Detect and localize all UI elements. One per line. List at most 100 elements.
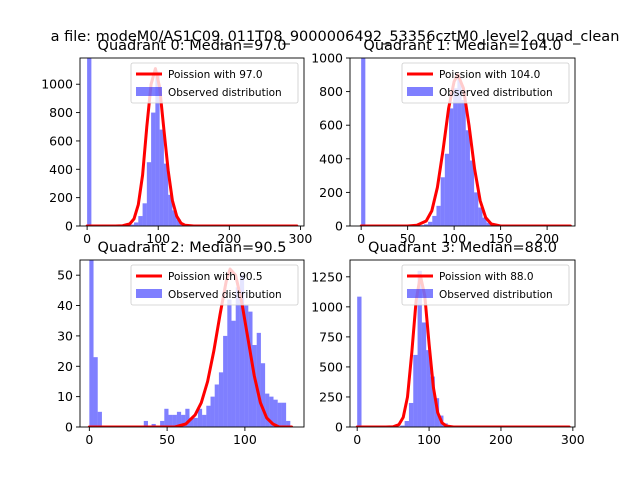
histogram-bar — [286, 420, 291, 427]
histogram-bar — [97, 411, 102, 427]
y-tick-label: 500 — [319, 359, 343, 374]
axes-frame — [79, 57, 305, 227]
x-tick-label: 200 — [535, 231, 559, 246]
histogram-bar — [218, 372, 224, 427]
y-tick-label: 1000 — [41, 77, 73, 92]
histogram-bar — [423, 224, 429, 226]
histogram-bar — [143, 420, 148, 427]
quadrant-0-panel: 0 100 200 300 0 200 400 600 800 1000 Quadrant 0: M… — [41, 38, 312, 246]
x-tick-label: 0 — [357, 231, 365, 246]
histogram-bar — [189, 417, 194, 427]
y-tick-label: 250 — [319, 389, 343, 404]
histogram-bar — [281, 402, 287, 427]
legend-hist-swatch — [136, 87, 162, 96]
histogram-bar — [146, 162, 152, 226]
legend-hist-swatch — [136, 289, 162, 298]
y-tick-label: 800 — [319, 84, 343, 99]
x-tick-label: 100 — [442, 231, 466, 246]
axes-frame — [79, 259, 305, 428]
histogram-bar — [134, 222, 139, 226]
histogram-bar — [269, 396, 274, 427]
histogram-bar — [223, 335, 228, 427]
histogram-bar — [465, 130, 470, 226]
y-tick-label: 400 — [49, 162, 73, 177]
histogram-bar — [172, 210, 177, 226]
legend-hist-label: Observed distribution — [168, 87, 282, 99]
histogram-bar — [172, 414, 177, 427]
histogram-bar — [160, 420, 165, 427]
y-tick-label: 600 — [319, 118, 343, 133]
histogram-bar — [138, 216, 143, 226]
y-tick-label: 20 — [57, 359, 73, 374]
histogram-bar — [404, 420, 409, 427]
legend-hist-swatch — [407, 87, 433, 96]
panel-title: Quadrant 0: Median=97.0 — [98, 38, 287, 54]
histogram-bar — [478, 207, 483, 226]
histogram-bar — [474, 192, 479, 226]
x-tick-label: 150 — [489, 231, 513, 246]
legend-box — [130, 62, 299, 104]
y-tick-label: 400 — [319, 151, 343, 166]
y-tick-label: 0 — [65, 420, 73, 435]
histogram-bar — [181, 414, 186, 427]
histogram-bar — [227, 299, 232, 427]
histogram-bar — [449, 108, 454, 226]
panel-title: Quadrant 1: Median=104.0 — [363, 38, 561, 54]
legend-hist-label: Observed distribution — [168, 289, 282, 301]
legend-hist-swatch — [407, 289, 433, 298]
x-tick-label: 300 — [561, 432, 585, 447]
histogram-bar — [444, 153, 450, 226]
histogram-bar — [277, 402, 282, 427]
histogram-bar — [421, 322, 427, 427]
histogram-bar — [440, 177, 445, 226]
y-tick-label: 1250 — [311, 269, 343, 284]
legend-poisson-label: Poission with 90.5 — [168, 271, 263, 283]
y-tick-label: 1000 — [311, 51, 343, 66]
histogram-bar — [151, 423, 156, 427]
quadrant-3-panel: 0 100 200 300 0 250 500 750 1000 1250 Quadrant 3: … — [311, 240, 585, 447]
legend-hist-label: Observed distribution — [439, 87, 553, 99]
x-tick-label: 0 — [85, 432, 93, 447]
figure-suptitle: a file: modeM0/AS1C09_011T08_9000006492_… — [51, 29, 620, 45]
y-tick-label: 200 — [319, 185, 343, 200]
y-tick-label: 40 — [57, 298, 73, 313]
histogram-bar — [210, 396, 215, 427]
histogram-bar — [469, 160, 475, 226]
histogram-bar — [417, 270, 422, 427]
y-tick-label: 750 — [319, 329, 343, 344]
y-tick-label: 30 — [57, 328, 73, 343]
quadrant-2-panel: 0 50 100 0 10 20 30 40 50 Quadrant 2: Median=90.5… — [57, 240, 305, 447]
histogram-bar — [273, 399, 278, 427]
histogram-bar — [436, 205, 441, 226]
x-tick-label: 0 — [83, 231, 91, 246]
x-tick-label: 100 — [233, 432, 257, 447]
histogram-bar — [89, 260, 94, 427]
histogram-bar — [248, 311, 253, 427]
x-tick-label: 200 — [217, 231, 241, 246]
legend-box — [401, 62, 570, 104]
x-tick-label: 0 — [353, 432, 361, 447]
histogram-bar — [252, 345, 257, 427]
histogram-bar — [93, 357, 98, 427]
histogram-bar — [361, 58, 366, 226]
histogram-bar — [168, 414, 173, 427]
axes-frame — [349, 259, 576, 428]
histogram-bar — [457, 76, 462, 226]
legend-box — [130, 264, 299, 306]
histogram-bar — [357, 296, 362, 427]
histogram-bar — [155, 71, 160, 226]
histogram-bar — [176, 219, 181, 226]
legend-poisson-label: Poission with 97.0 — [168, 69, 263, 81]
histogram-bar — [168, 194, 173, 226]
x-tick-label: 100 — [417, 432, 441, 447]
histogram-bar — [260, 363, 266, 427]
histogram-bar — [206, 405, 211, 427]
histogram-bar — [235, 287, 240, 427]
x-tick-label: 200 — [489, 432, 513, 447]
y-tick-label: 200 — [49, 190, 73, 205]
histogram-bar — [453, 88, 458, 226]
histogram-bar — [256, 332, 261, 427]
histogram-bar — [164, 408, 169, 427]
histogram-bar — [87, 58, 92, 226]
